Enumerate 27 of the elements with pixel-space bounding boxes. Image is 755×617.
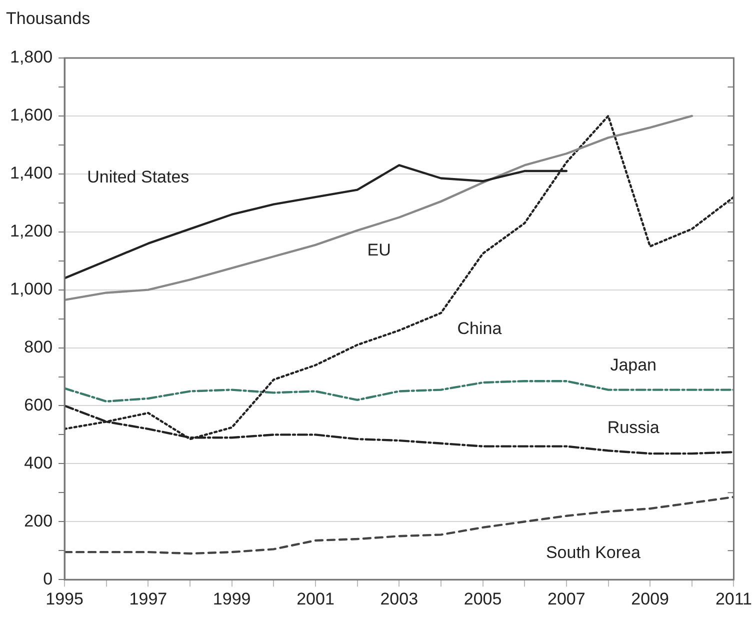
x-tick-label: 1999 [212, 589, 251, 608]
x-tick-label: 2005 [464, 589, 502, 608]
x-tick-label: 2009 [631, 589, 669, 608]
x-tick-label: 1995 [46, 589, 84, 608]
x-tick-label: 2011 [715, 589, 752, 608]
y-tick-label: 1,400 [10, 164, 53, 183]
series-label: Japan [610, 355, 657, 374]
y-axis-title: Thousands [6, 9, 90, 28]
y-tick-label: 600 [24, 395, 53, 414]
y-tick-label: 1,200 [10, 222, 53, 241]
y-tick-label: 400 [24, 453, 53, 472]
y-tick-label: 1,800 [10, 48, 53, 67]
y-tick-label: 1,600 [10, 106, 53, 125]
y-tick-label: 1,000 [10, 280, 53, 299]
series-label: China [457, 318, 502, 338]
x-tick-label: 2007 [548, 589, 586, 608]
x-tick-label: 2001 [296, 589, 334, 608]
y-tick-label: 0 [43, 569, 53, 588]
series-label: EU [367, 240, 391, 260]
x-tick-label: 2003 [380, 589, 418, 608]
series-label: South Korea [546, 543, 641, 562]
series-label: Russia [607, 418, 660, 438]
text: United States [87, 168, 190, 187]
x-tick-label: 1997 [129, 589, 168, 608]
y-tick-label: 800 [24, 337, 53, 356]
line-series [64, 380, 734, 402]
y-tick-label: 200 [24, 511, 53, 530]
